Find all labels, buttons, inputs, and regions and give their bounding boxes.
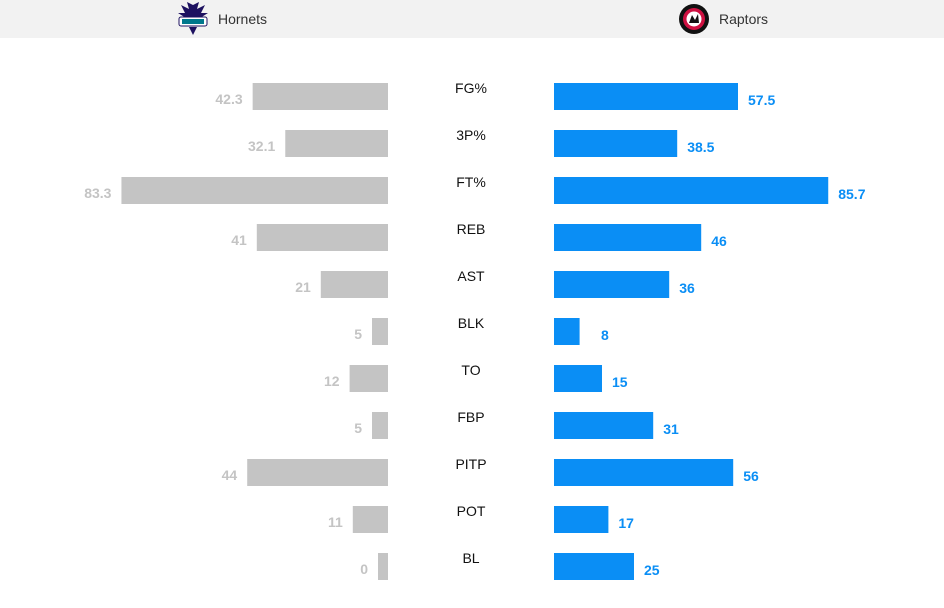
- away-value-label-fbp: 31: [663, 421, 679, 437]
- home-value-label-reb: 41: [231, 232, 247, 248]
- away-value-label-reb: 46: [711, 233, 727, 249]
- category-label-bl: BL: [462, 550, 479, 566]
- home-value-label-pitp: 44: [222, 467, 238, 483]
- away-bar-3p-pct: [554, 130, 678, 157]
- away-bar-ft-pct: [554, 177, 829, 204]
- away-value-label-blk: 8: [601, 327, 609, 343]
- away-value-label-to: 15: [612, 374, 628, 390]
- home-bar-fbp: [372, 412, 388, 439]
- hornets-logo-icon: [176, 0, 210, 38]
- teams-header: Hornets Raptors: [0, 0, 944, 38]
- home-bar-bl: [378, 553, 388, 580]
- away-value-label-3p-pct: 38.5: [687, 139, 714, 155]
- home-value-label-fbp: 5: [354, 420, 362, 436]
- category-label-ft-pct: FT%: [456, 174, 486, 190]
- away-team-name: Raptors: [719, 11, 769, 27]
- home-bar-fg-pct: [252, 83, 388, 110]
- category-label-reb: REB: [457, 221, 486, 237]
- away-bar-reb: [554, 224, 702, 251]
- away-value-label-fg-pct: 57.5: [748, 92, 775, 108]
- home-value-label-pot: 11: [328, 514, 343, 530]
- home-bar-3p-pct: [285, 130, 388, 157]
- home-bar-ft-pct: [121, 177, 388, 204]
- category-label-3p-pct: 3P%: [456, 127, 486, 143]
- away-value-label-pot: 17: [618, 515, 634, 531]
- home-bar-pot: [352, 506, 388, 533]
- away-bar-bl: [554, 553, 634, 580]
- home-bar-pitp: [247, 459, 388, 486]
- home-value-label-ast: 21: [295, 279, 311, 295]
- category-label-to: TO: [461, 362, 480, 378]
- home-bar-blk: [372, 318, 388, 345]
- category-label-blk: BLK: [458, 315, 485, 331]
- category-label-ast: AST: [457, 268, 485, 284]
- home-value-label-fg-pct: 42.3: [215, 91, 242, 107]
- category-label-fg-pct: FG%: [455, 80, 487, 96]
- away-bar-pot: [554, 506, 609, 533]
- away-value-label-bl: 25: [644, 562, 660, 578]
- home-value-label-to: 12: [324, 373, 340, 389]
- raptors-logo-icon: [677, 0, 711, 38]
- stats-comparison-chart: FG% 42.3 57.5 3P% 32.1 38.5 FT% 83.3 85.7 REB 41 46…: [84, 80, 866, 580]
- away-value-label-pitp: 56: [743, 468, 759, 484]
- category-label-fbp: FBP: [457, 409, 484, 425]
- category-label-pot: POT: [457, 503, 486, 519]
- category-label-pitp: PITP: [455, 456, 486, 472]
- away-bar-ast: [554, 271, 670, 298]
- home-value-label-bl: 0: [360, 561, 368, 577]
- away-bar-pitp: [554, 459, 734, 486]
- home-bar-ast: [320, 271, 388, 298]
- away-bar-fg-pct: [554, 83, 738, 110]
- away-bar-blk: [554, 318, 580, 345]
- home-bar-reb: [256, 224, 388, 251]
- home-value-label-blk: 5: [354, 326, 362, 342]
- home-team: Hornets: [176, 0, 267, 38]
- away-value-label-ft-pct: 85.7: [838, 186, 865, 202]
- away-team: Raptors: [677, 0, 768, 38]
- away-bar-fbp: [554, 412, 654, 439]
- away-bar-to: [554, 365, 602, 392]
- home-bar-to: [349, 365, 388, 392]
- away-value-label-ast: 36: [679, 280, 695, 296]
- home-team-name: Hornets: [218, 11, 268, 27]
- home-value-label-3p-pct: 32.1: [248, 138, 275, 154]
- home-value-label-ft-pct: 83.3: [84, 185, 111, 201]
